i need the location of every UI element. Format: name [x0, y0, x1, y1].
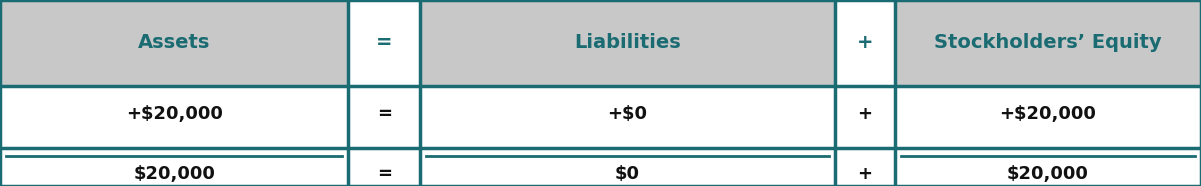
Bar	[895, 0, 1201, 86]
Text: =: =	[376, 33, 393, 52]
Text: +: +	[856, 33, 873, 52]
Text: +$20,000: +$20,000	[999, 105, 1097, 123]
Text: Liabilities: Liabilities	[574, 33, 681, 52]
Text: +: +	[858, 105, 872, 123]
Text: $20,000: $20,000	[1006, 165, 1089, 183]
Bar	[0, 86, 1201, 186]
Text: Stockholders’ Equity: Stockholders’ Equity	[934, 33, 1161, 52]
Text: +: +	[858, 165, 872, 183]
Bar	[348, 0, 420, 86]
Bar	[0, 0, 348, 86]
Text: +$0: +$0	[608, 105, 647, 123]
Bar	[420, 0, 835, 86]
Text: =: =	[377, 105, 392, 123]
Text: $0: $0	[615, 165, 640, 183]
Text: Assets: Assets	[138, 33, 210, 52]
Text: $20,000: $20,000	[133, 165, 215, 183]
Text: =: =	[377, 165, 392, 183]
Text: +$20,000: +$20,000	[126, 105, 222, 123]
Bar	[835, 0, 895, 86]
